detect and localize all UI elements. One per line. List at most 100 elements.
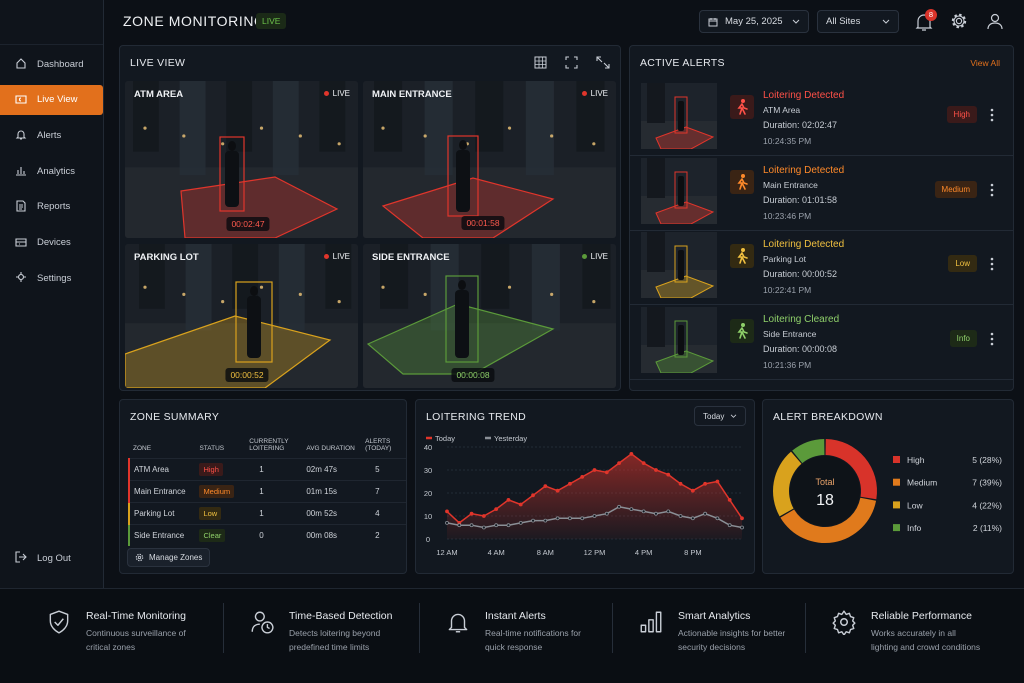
user-button[interactable] [986,12,1004,30]
point [666,509,671,514]
nav-item[interactable]: Reports [0,192,103,222]
icon-path [640,611,662,633]
status-text: LIVE [332,89,350,98]
more-menu[interactable] [990,108,994,122]
point [506,498,511,502]
logout-button[interactable]: Log Out [0,543,103,573]
x-tick-label: 8 AM [537,548,554,557]
alert-thumbnail [641,157,717,224]
nav-item[interactable]: Live View [0,84,103,115]
scene-structure [272,81,299,176]
icon-path [49,610,69,634]
scene-light [381,285,385,289]
nav-label: Alerts [37,129,62,141]
icon-path [448,613,468,631]
icon-bg [730,244,754,268]
point [518,502,523,507]
feature-icon [640,611,662,633]
zone-row[interactable]: Side Entrance Clear 0 00m 08s 2 [127,524,406,546]
zone-summary-panel: ZONE SUMMARY Manage Zones ZONE STATUS CURR… [119,399,407,574]
menu-dot [990,267,994,271]
scene-structure [133,81,159,152]
alert-row[interactable]: Loitering Detected Parking Lot Duration: 0… [630,230,1013,305]
period-select[interactable]: Today [694,406,746,426]
alert-row[interactable]: Loitering Detected Main Entrance Duration:… [630,156,1013,231]
point [629,507,634,511]
panel-title: ACTIVE ALERTS [640,57,725,69]
point [543,518,548,523]
point [715,479,720,484]
decoration [709,17,717,21]
date-picker[interactable]: May 25, 2025 [699,10,809,33]
nav-item[interactable]: Alerts [0,120,103,150]
scene-structure [481,244,510,309]
person-head [250,286,258,296]
table-cell: 1 [245,502,303,525]
alert-row[interactable]: Loitering Cleared Side Entrance Duration: … [630,305,1013,380]
nav-item[interactable]: Settings [0,263,103,293]
table-cell: ATM Area [127,458,196,481]
cell-text: 7 [375,487,380,496]
alert-row[interactable]: Loitering Detected ATM Area Duration: 02:0… [630,81,1013,156]
divider [612,603,613,653]
camera-tile[interactable]: MAIN ENTRANCE LIVE 00:01:58 [363,81,616,238]
zone-row[interactable]: Parking Lot Low 1 00m 52s 4 [127,502,406,525]
menu-dot [990,337,994,340]
thumb-structure [647,157,665,198]
point [580,516,585,521]
camera-name: ATM AREA [134,89,184,100]
zone-row[interactable]: ATM Area High 1 02m 47s 5 [127,458,406,481]
nav-label: Live View [37,94,78,106]
scene-light [592,142,596,146]
icon-path [15,237,27,247]
scene-structure [582,244,611,309]
alert-zone: Parking Lot [763,254,806,264]
feature-title: Real-Time Monitoring [86,610,186,622]
alert-time: 10:22:41 PM [763,285,812,295]
loiter-timer: 00:01:58 [461,216,505,230]
status-badge: Clear [199,529,226,542]
camera-tile[interactable]: PARKING LOT LIVE 00:00:52 [125,244,358,388]
status-dot [323,254,329,259]
feature-icon [832,610,856,635]
nav-item[interactable]: Devices [0,228,103,258]
decoration [882,19,890,24]
manage-zones-button[interactable]: Manage Zones [127,548,211,567]
scene-structure [475,81,504,152]
more-menu[interactable] [990,257,994,271]
view-all-link[interactable]: View All [970,58,1000,68]
legend-swatch [893,478,900,486]
table-cell: 02m 47s [302,458,362,481]
alert-thumbnail [641,232,717,298]
camera-tile[interactable]: ATM AREA LIVE 00:02:47 [125,81,358,238]
y-tick-label: 0 [426,535,430,544]
scene-structure [374,81,403,152]
alert-time: 10:24:35 PM [763,136,812,146]
icon-path [832,610,856,635]
point [727,498,732,502]
live-badge: LIVE [256,13,287,29]
status-dot [323,91,329,96]
settings-button[interactable] [950,12,968,30]
nav-item[interactable]: Analytics [0,156,103,186]
camera-tile[interactable]: SIDE ENTRANCE LIVE 00:00:08 [363,244,616,388]
cell-text: 5 [375,465,380,474]
point [740,516,744,521]
legend-value: 4 (22%) [972,500,1002,510]
view-controls[interactable] [534,56,621,70]
more-menu[interactable] [990,332,994,346]
feature-footer: Real-Time Monitoring Continuous surveilla… [0,588,1024,683]
decoration [990,13,1000,23]
point [617,461,621,465]
point [604,511,609,516]
zone-row[interactable]: Main Entrance Medium 1 01m 15s 7 [127,480,406,503]
scene-light [298,292,302,296]
point [654,511,658,516]
alert-icon [730,95,754,119]
scene-light [507,285,512,289]
status-badge: Medium [199,485,235,498]
decoration [953,15,965,27]
nav-item[interactable]: Dashboard [0,49,103,79]
site-select[interactable]: All Sites [817,10,899,33]
more-menu[interactable] [990,183,994,197]
